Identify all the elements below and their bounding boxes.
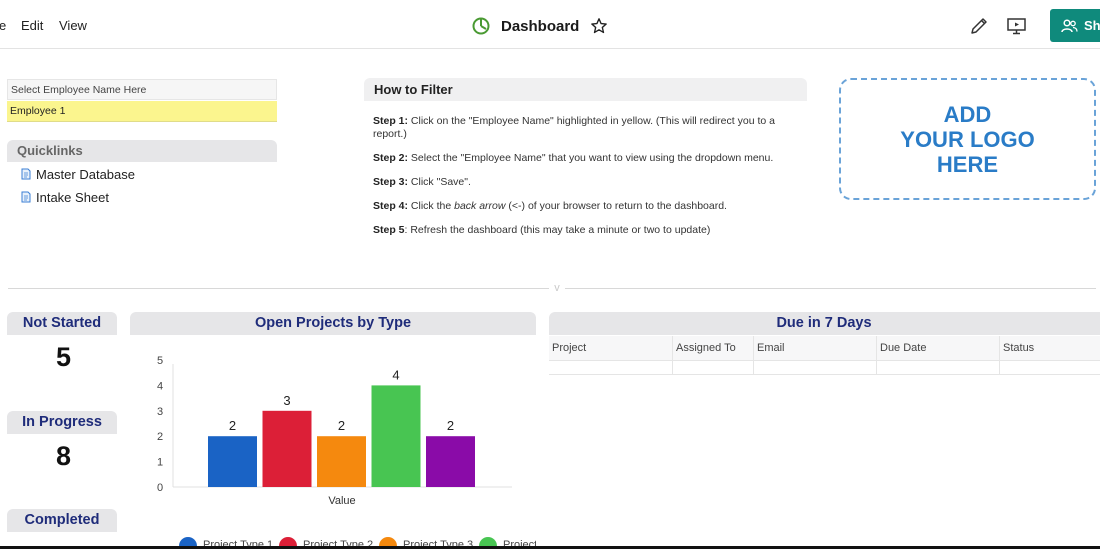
quicklink-label: Intake Sheet — [36, 189, 109, 205]
pencil-icon[interactable] — [969, 16, 989, 36]
bar-data-label: 4 — [392, 367, 399, 382]
filter-step-5: Step 5: Refresh the dashboard (this may … — [373, 224, 711, 236]
y-tick-label: 1 — [157, 457, 163, 469]
bottom-edge — [0, 546, 1100, 549]
menu-view[interactable]: View — [59, 18, 87, 33]
menu-edit[interactable]: Edit — [21, 18, 44, 33]
chart-bar — [371, 385, 421, 487]
share-button[interactable]: Sh — [1050, 9, 1100, 42]
y-tick-label: 2 — [157, 431, 163, 443]
legend-label: Project Type 4 — [503, 539, 536, 549]
chart-bar — [426, 436, 475, 487]
due-table-title: Due in 7 Days — [549, 312, 1100, 335]
open-projects-chart: 0 1 2 3 4 5 2 3 2 4 2 Value Project Type 1 Project Ty… — [157, 355, 536, 549]
column-header-email[interactable]: Email — [753, 336, 876, 361]
x-axis-label: Value — [328, 495, 355, 507]
quicklink-label: Master Database — [36, 166, 135, 182]
page-title: Dashboard — [501, 17, 580, 35]
bar-data-label: 2 — [338, 418, 345, 433]
due-table-header-row: Project Assigned To Email Due Date Statu… — [549, 336, 1100, 361]
quicklink-intake-sheet[interactable]: Intake Sheet — [21, 188, 109, 206]
logo-placeholder: ADD YOUR LOGO HERE — [839, 78, 1096, 200]
not-started-title: Not Started — [7, 312, 117, 335]
filter-step-1: Step 1: Click on the "Employee Name" hig… — [373, 115, 775, 140]
divider-handle[interactable]: v — [549, 281, 565, 295]
chart-bar — [317, 436, 366, 487]
column-header-due-date[interactable]: Due Date — [876, 336, 999, 361]
people-icon — [1061, 18, 1078, 32]
table-row — [549, 361, 1100, 375]
chart-bar — [208, 436, 257, 487]
filter-step-3: Step 3: Click "Save". — [373, 176, 471, 188]
y-tick-label: 0 — [157, 482, 163, 494]
chart-bar — [262, 410, 312, 487]
table-cell — [999, 361, 1000, 375]
completed-title: Completed — [7, 509, 117, 532]
column-header-assigned-to[interactable]: Assigned To — [672, 336, 753, 361]
legend-label: Project Type 1 — [203, 539, 273, 549]
logo-placeholder-text: ADD YOUR LOGO HERE — [900, 101, 1035, 177]
how-to-filter-title: How to Filter — [364, 78, 807, 101]
document-icon — [21, 168, 31, 180]
chart-title: Open Projects by Type — [130, 312, 536, 335]
dashboard-icon — [472, 17, 490, 35]
y-tick-label: 3 — [157, 406, 163, 418]
employee-filter-label: Select Employee Name Here — [7, 79, 277, 100]
employee-filter-value[interactable]: Employee 1 — [7, 101, 277, 122]
bar-data-label: 2 — [229, 418, 236, 433]
y-tick-label: 4 — [157, 380, 163, 392]
star-icon[interactable] — [590, 17, 608, 35]
filter-step-4: Step 4: Click the back arrow (<-) of you… — [373, 200, 727, 212]
in-progress-title: In Progress — [7, 411, 117, 434]
presentation-icon[interactable] — [1006, 16, 1027, 36]
not-started-count: 5 — [55, 342, 72, 372]
table-cell — [753, 361, 754, 375]
table-cell — [876, 361, 877, 375]
column-header-status[interactable]: Status — [999, 336, 1100, 361]
legend-label: Project Type 3 — [403, 539, 473, 549]
document-icon — [21, 191, 31, 203]
legend-label: Project Type 2 — [303, 539, 373, 549]
quicklink-master-database[interactable]: Master Database — [21, 165, 135, 183]
top-bar: e Edit View Dashboard — [0, 0, 1100, 49]
bar-data-label: 3 — [283, 393, 290, 408]
menu-file[interactable]: e — [0, 18, 7, 33]
table-cell — [672, 361, 673, 375]
dashboard-title-group: Dashboard — [472, 15, 608, 37]
share-button-label: Sh — [1084, 18, 1100, 33]
column-header-project[interactable]: Project — [552, 342, 587, 354]
filter-step-2: Step 2: Select the "Employee Name" that … — [373, 152, 774, 164]
in-progress-count: 8 — [55, 441, 72, 471]
quicklinks-title: Quicklinks — [7, 140, 277, 162]
bar-data-label: 2 — [447, 418, 454, 433]
y-tick-label: 5 — [157, 355, 163, 367]
